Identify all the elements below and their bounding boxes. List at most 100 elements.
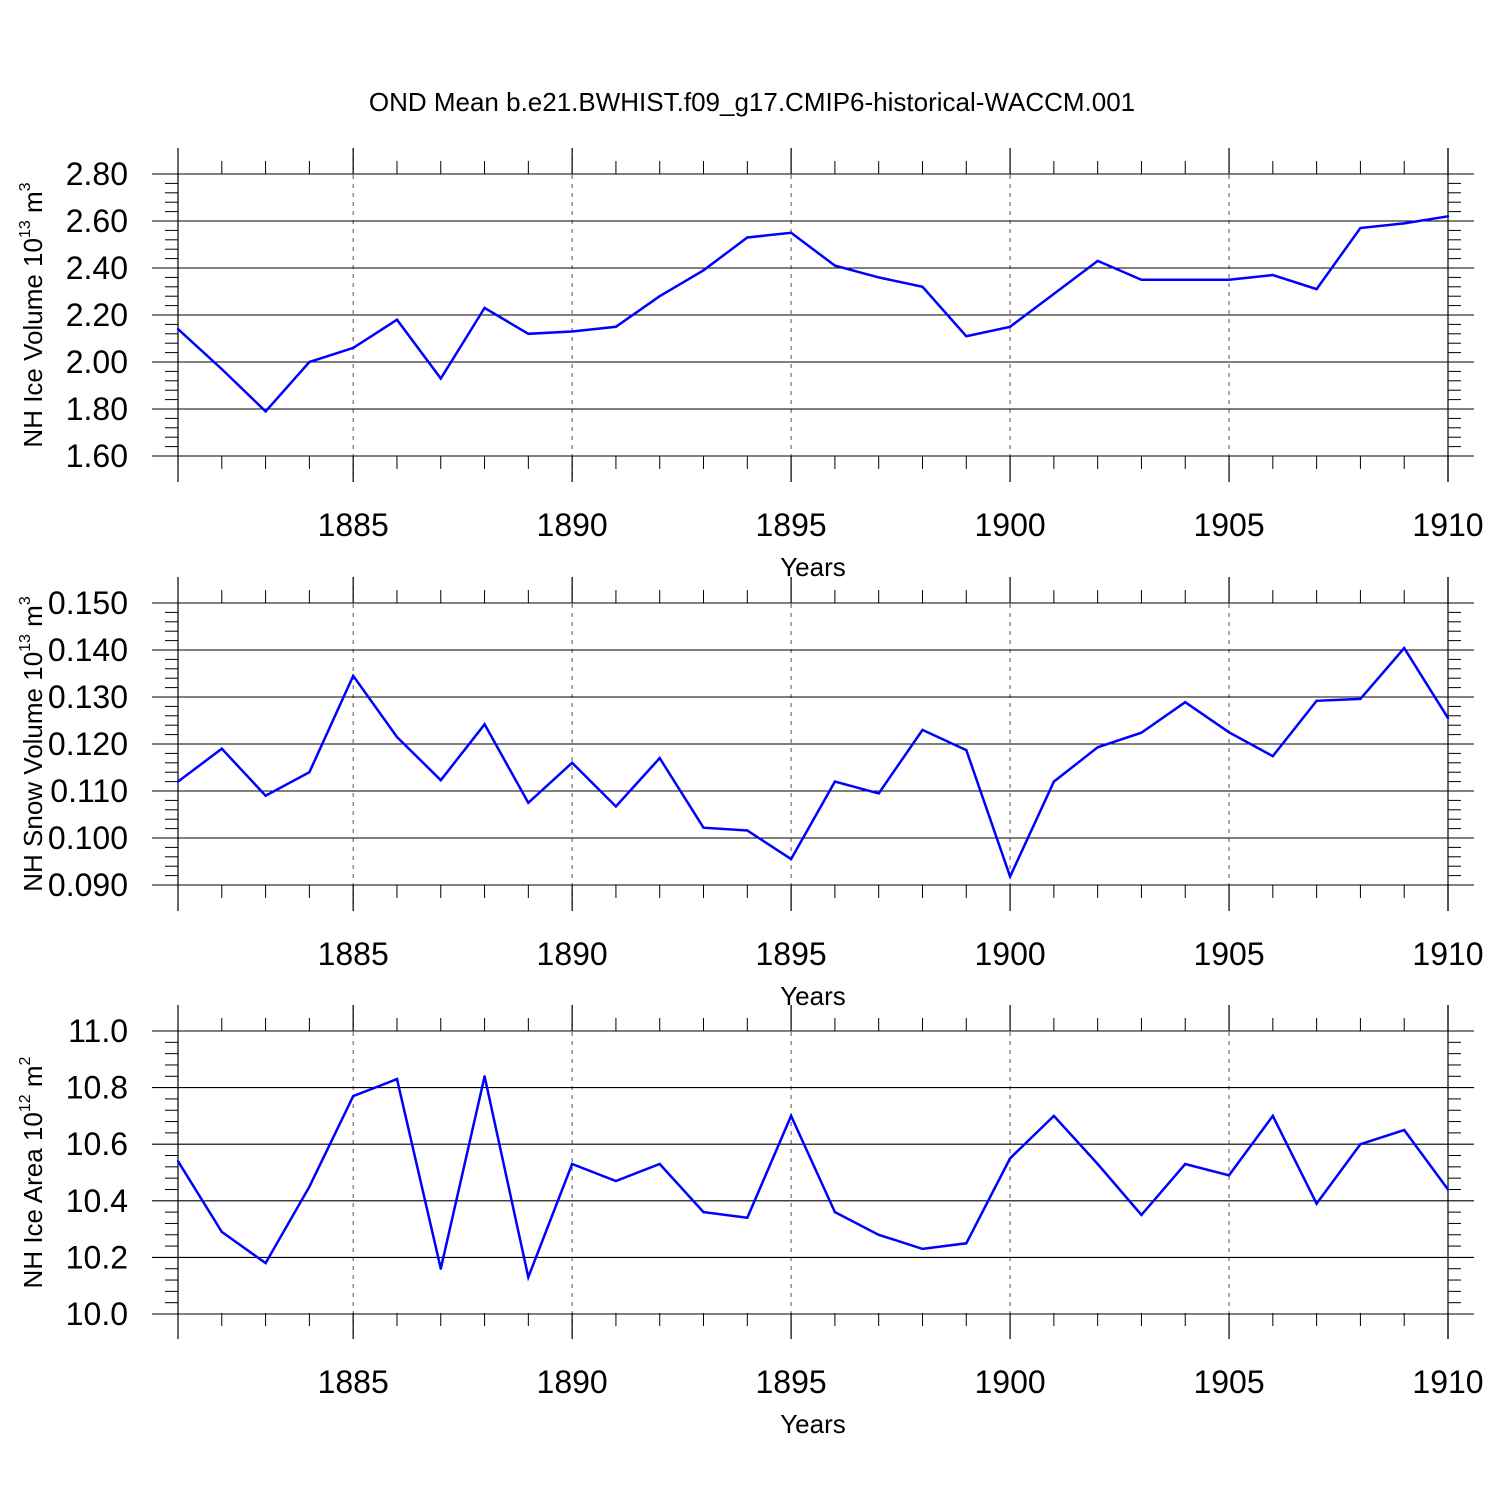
chart-panel-3: 1885 1890 1895 1900 1905 1910 10.0 10.2 10.4 10.6… — [17, 1005, 1484, 1439]
x-tick-label: 1895 — [756, 507, 827, 543]
data-point — [1140, 731, 1143, 734]
data-point — [220, 1230, 223, 1234]
data-point — [1184, 700, 1187, 704]
data-point — [877, 276, 880, 279]
data-point — [527, 332, 530, 335]
data-point — [833, 780, 837, 783]
y-tick-label: 0.110 — [50, 773, 128, 809]
data-point — [1359, 697, 1362, 701]
data-point — [1096, 746, 1099, 749]
data-point — [527, 1276, 530, 1279]
data-point — [220, 747, 223, 750]
y-axis-label-unit: m — [18, 1065, 48, 1094]
data-point — [702, 269, 705, 272]
data-point — [1184, 278, 1187, 281]
y-tick-label: 0.140 — [48, 632, 128, 668]
y-axis-label: NH Snow Volume 1013 m3 — [17, 596, 48, 892]
data-point — [1227, 1174, 1231, 1177]
data-series-line — [177, 215, 1449, 414]
data-point — [1008, 325, 1012, 328]
y-axis-label-unit-exponent: 3 — [17, 182, 34, 191]
y-axis-label: NH Ice Area 1012 m2 — [17, 1056, 48, 1288]
data-point — [965, 748, 968, 752]
y-tick-label: 2.80 — [66, 156, 128, 192]
data-point — [746, 236, 749, 239]
x-tick-label: 1890 — [537, 507, 608, 543]
y-axis-label-unit: m — [18, 605, 48, 634]
data-point — [702, 826, 705, 829]
data-point — [965, 1242, 968, 1245]
data-point — [395, 735, 399, 739]
y-tick-label: 2.20 — [66, 297, 128, 333]
data-point — [483, 1075, 486, 1078]
x-tick-label: 1900 — [974, 1364, 1045, 1400]
data-point — [1227, 278, 1231, 281]
y-tick-label: 10.8 — [66, 1070, 128, 1106]
y-tick-label: 10.4 — [66, 1183, 128, 1219]
data-point — [833, 1210, 837, 1214]
data-point — [395, 318, 399, 321]
data-point — [351, 674, 355, 678]
y-axis-label-exponent: 13 — [17, 220, 34, 238]
x-tick-label: 1900 — [974, 936, 1045, 972]
data-point — [1184, 1162, 1187, 1166]
data-point — [439, 377, 442, 380]
x-tick-label: 1885 — [318, 507, 389, 543]
data-point — [877, 1233, 880, 1236]
data-point — [483, 306, 486, 310]
data-point — [1052, 1114, 1056, 1118]
data-point — [264, 410, 267, 413]
data-point — [1403, 1128, 1406, 1132]
data-point — [351, 346, 355, 350]
data-point — [658, 295, 661, 298]
data-point — [1446, 1188, 1450, 1191]
x-tick-label: 1890 — [537, 1364, 608, 1400]
data-point — [921, 728, 924, 732]
y-tick-label: 10.6 — [66, 1126, 128, 1162]
data-point — [789, 231, 793, 234]
x-tick-label: 1895 — [756, 936, 827, 972]
data-point — [1140, 1213, 1143, 1217]
x-tick-label: 1900 — [974, 507, 1045, 543]
y-tick-label: 0.120 — [48, 726, 128, 762]
data-point — [1359, 1143, 1362, 1146]
y-axis-label-exponent: 12 — [17, 1094, 34, 1112]
data-point — [1096, 1162, 1099, 1166]
data-point — [1052, 780, 1056, 783]
data-point — [220, 367, 223, 371]
x-tick-label: 1895 — [756, 1364, 827, 1400]
y-tick-label: 10.0 — [66, 1296, 128, 1332]
data-point — [1446, 716, 1450, 720]
data-point — [1008, 875, 1012, 878]
data-point — [614, 1179, 618, 1183]
x-tick-label: 1905 — [1193, 507, 1264, 543]
data-point — [570, 761, 574, 764]
data-point — [176, 327, 180, 331]
data-point — [1403, 222, 1406, 225]
x-tick-label: 1910 — [1412, 1364, 1483, 1400]
x-tick-label: 1885 — [318, 1364, 389, 1400]
data-point — [965, 334, 968, 338]
data-point — [308, 771, 311, 774]
data-point — [1271, 1114, 1275, 1118]
data-point — [1271, 755, 1275, 758]
data-point — [264, 794, 267, 797]
data-point — [877, 792, 880, 795]
y-tick-label: 1.80 — [66, 391, 128, 427]
data-point — [176, 780, 180, 783]
data-point — [833, 264, 837, 267]
y-tick-label: 0.130 — [48, 679, 128, 715]
panels: 1885 1890 1895 1900 1905 1910 1.60 1.80 2.00 2.20… — [17, 148, 1484, 1439]
data-series-line — [177, 645, 1450, 880]
data-point — [351, 1094, 355, 1098]
data-point — [746, 1216, 749, 1219]
data-point — [1140, 278, 1143, 281]
data-point — [746, 829, 749, 832]
x-tick-label: 1910 — [1412, 936, 1483, 972]
chart-title: OND Mean b.e21.BWHIST.f09_g17.CMIP6-hist… — [369, 87, 1135, 117]
data-point — [264, 1261, 267, 1265]
y-axis-label-main: NH Ice Volume 10 — [18, 238, 48, 448]
y-tick-label: 1.60 — [66, 438, 128, 474]
x-tick-label: 1910 — [1412, 507, 1483, 543]
